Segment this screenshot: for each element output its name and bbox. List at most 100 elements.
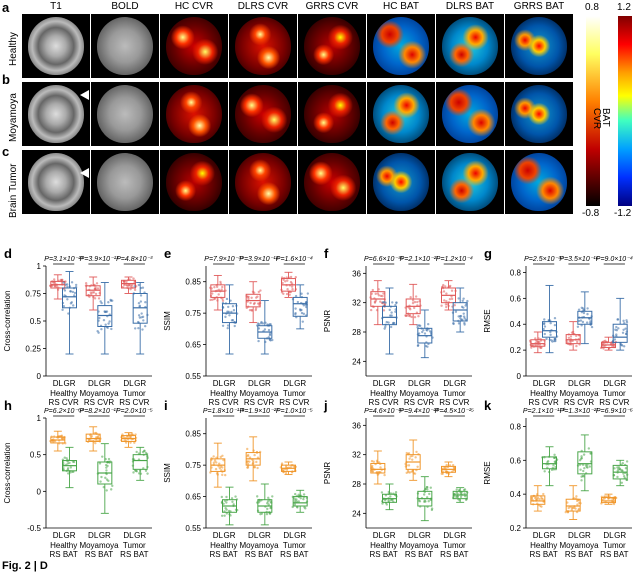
data-point: [144, 300, 147, 304]
data-point: [61, 308, 64, 312]
y-tick-label: 0.4: [510, 320, 522, 329]
data-point: [553, 453, 556, 457]
data-point: [228, 314, 231, 317]
data-point: [407, 464, 411, 467]
data-point: [383, 327, 386, 330]
data-point: [219, 280, 222, 284]
data-point: [394, 303, 397, 307]
y-tick-label: 32: [352, 299, 361, 308]
data-point: [286, 287, 289, 291]
box: [565, 498, 581, 512]
data-point: [445, 300, 448, 303]
group-label: Healthy: [370, 541, 397, 550]
tile-moyamoya-t1: [22, 82, 90, 146]
box: [452, 302, 468, 322]
data-point: [405, 451, 408, 455]
data-point: [66, 298, 69, 301]
cbar-cvr-max: 0.8: [585, 2, 599, 13]
group-label: Moyamoya: [79, 541, 119, 550]
data-point: [389, 325, 393, 329]
data-point: [394, 310, 397, 313]
box: [382, 305, 397, 326]
y-axis-label: RMSE: [483, 461, 492, 484]
data-point: [137, 283, 141, 287]
x-tick-label: GR: [294, 379, 306, 388]
data-point: [123, 283, 126, 287]
col-header-grrs-cvr: GRRS CVR: [305, 1, 359, 12]
data-point: [107, 301, 110, 304]
col-header-t1: T1: [50, 1, 62, 12]
data-point: [384, 325, 387, 328]
data-point: [573, 506, 576, 510]
group-label: RS BAT: [50, 550, 78, 559]
data-point: [71, 290, 75, 294]
data-point: [271, 338, 274, 342]
data-point: [460, 305, 464, 309]
data-point: [576, 503, 579, 506]
group-label: Tumor: [283, 389, 306, 398]
data-point: [416, 465, 419, 468]
data-point: [461, 318, 464, 322]
data-point: [219, 455, 222, 459]
x-tick-label: DL: [123, 379, 134, 388]
data-point: [124, 441, 128, 444]
data-point: [580, 479, 583, 482]
data-point: [129, 285, 133, 288]
data-point: [390, 311, 393, 314]
data-point: [294, 313, 297, 316]
group-label: RS CVR: [244, 398, 274, 407]
data-point: [247, 297, 250, 301]
data-point: [302, 312, 306, 316]
panel-label-a: a: [2, 0, 10, 15]
y-tick-label: 0.75: [185, 309, 201, 318]
box: [530, 495, 546, 505]
data-point: [268, 323, 271, 326]
data-point: [379, 466, 382, 469]
x-tick-label: DL: [533, 531, 544, 540]
data-point: [69, 290, 72, 293]
data-point: [93, 297, 97, 300]
data-point: [218, 467, 222, 470]
y-tick-label: 0.8: [510, 422, 522, 431]
group-label: Tumor: [123, 541, 146, 550]
y-tick-label: 0.4: [510, 490, 522, 499]
data-point: [271, 495, 274, 498]
data-point: [251, 462, 255, 466]
p-value-label: P=2.1×10⁻²¹: [400, 256, 439, 263]
group-label: Tumor: [443, 541, 466, 550]
x-tick-label: DL: [248, 379, 259, 388]
cbar-bat-min: -1.2: [614, 208, 632, 219]
data-point: [230, 497, 234, 500]
group-label: RS CVR: [209, 398, 239, 407]
data-point: [416, 300, 419, 304]
x-tick-label: DL: [408, 531, 419, 540]
tile-moyamoya-grrs-cvr: [298, 82, 366, 146]
p-value-label: P=1.3×10⁻²¹: [560, 408, 599, 415]
data-point: [577, 308, 581, 311]
x-tick-label: DL: [88, 531, 99, 540]
p-value-label: P=2.0×10⁻⁵: [116, 408, 153, 415]
group-label: RS BAT: [440, 550, 468, 559]
data-point: [227, 305, 230, 309]
data-point: [286, 279, 289, 282]
box: [62, 287, 77, 309]
data-point: [413, 315, 417, 319]
data-point: [371, 464, 374, 468]
y-tick-label: 28: [352, 328, 361, 337]
data-point: [462, 315, 466, 318]
data-point: [253, 453, 256, 457]
data-point: [67, 312, 70, 315]
data-point: [294, 294, 298, 298]
data-point: [209, 298, 212, 302]
y-tick-label: 0: [37, 372, 42, 381]
data-point: [246, 462, 250, 466]
data-point: [553, 338, 556, 341]
colorbar-bat: [618, 16, 632, 206]
data-point: [105, 478, 109, 481]
data-point: [294, 492, 297, 496]
data-point: [65, 457, 68, 460]
group-label: RS BAT: [245, 550, 273, 559]
data-point: [622, 328, 625, 331]
data-point: [232, 503, 235, 506]
